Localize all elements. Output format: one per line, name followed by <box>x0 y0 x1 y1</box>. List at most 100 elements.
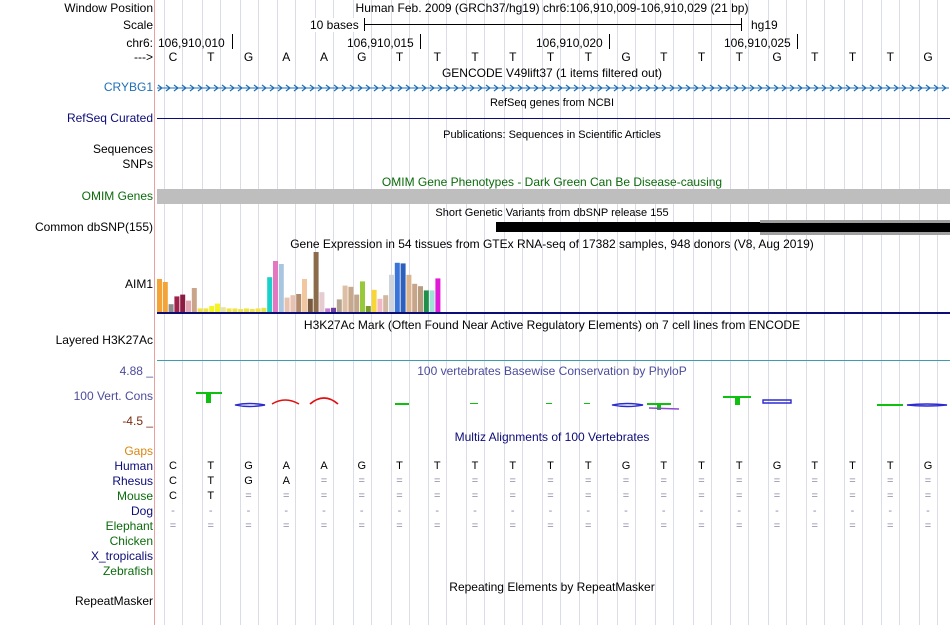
gtex-tissue-bar[interactable] <box>232 308 238 312</box>
alignment-cell: = <box>660 520 667 532</box>
gtex-tissue-bar[interactable] <box>267 277 273 312</box>
gtex-tissue-bar[interactable] <box>342 285 348 312</box>
gtex-tissue-bar[interactable] <box>319 292 325 312</box>
gtex-tissue-bar[interactable] <box>325 308 331 312</box>
dbsnp-label[interactable]: Common dbSNP(155) <box>34 220 153 234</box>
gtex-tissue-bar[interactable] <box>186 300 191 312</box>
species-label[interactable]: Mouse <box>116 489 153 503</box>
gtex-tissue-bar[interactable] <box>371 289 377 312</box>
publications-snps-label[interactable]: SNPs <box>122 157 153 171</box>
gtex-tissue-bar[interactable] <box>244 308 249 312</box>
species-label[interactable]: Dog <box>130 504 153 518</box>
alignment-cell: = <box>471 475 479 487</box>
alignment-cell: T <box>547 460 554 472</box>
coord-tick <box>797 34 798 49</box>
gtex-gene-label[interactable]: AIM1 <box>124 277 153 291</box>
gtex-tissue-bar[interactable] <box>377 298 383 312</box>
gtex-tissue-bar[interactable] <box>238 309 244 312</box>
alignment-cell: T <box>811 460 819 472</box>
gtex-tissue-bar[interactable] <box>423 290 429 312</box>
gtex-tissue-bar[interactable] <box>278 264 284 312</box>
refseq-gene-line[interactable] <box>157 118 950 119</box>
alignment-cell: - <box>661 505 666 517</box>
alignment-cell: = <box>509 475 516 487</box>
gtex-tissue-bar[interactable] <box>191 288 197 312</box>
omim-label[interactable]: OMIM Genes <box>81 189 153 203</box>
gtex-tissue-bar[interactable] <box>273 261 278 312</box>
gtex-tissue-bar[interactable] <box>261 307 267 312</box>
species-label[interactable]: Elephant <box>105 519 153 533</box>
alignment-cell: = <box>509 520 516 532</box>
repeatmasker-label[interactable]: RepeatMasker <box>74 594 153 608</box>
phylop-plot-area[interactable] <box>157 378 950 428</box>
alignment-cell: = <box>811 490 818 502</box>
alignment-cell: = <box>924 520 932 532</box>
gtex-tissue-bar[interactable] <box>313 252 319 312</box>
gencode-gene-label[interactable]: CRYBG1 <box>103 80 153 94</box>
alignment-cell: - <box>246 505 251 517</box>
gtex-tissue-bar[interactable] <box>354 294 360 312</box>
alignment-cell: = <box>547 475 554 487</box>
gtex-tissue-bar[interactable] <box>203 308 209 312</box>
gtex-tissue-bar[interactable] <box>290 295 296 312</box>
gtex-tissue-bar[interactable] <box>435 278 441 312</box>
gtex-tissue-bar[interactable] <box>209 306 215 312</box>
dbsnp-variant-bar[interactable] <box>496 222 950 232</box>
species-label[interactable]: Human <box>114 459 153 473</box>
coord-tick <box>420 34 421 49</box>
base-letter: A <box>282 50 291 64</box>
gtex-tissue-bar[interactable] <box>249 309 255 312</box>
gtex-tissue-bar[interactable] <box>418 286 423 312</box>
gtex-tissue-bar[interactable] <box>365 306 371 312</box>
gtex-tissue-bar[interactable] <box>307 298 313 312</box>
gtex-tissue-bar[interactable] <box>180 294 186 312</box>
gtex-plot-area[interactable] <box>157 252 950 314</box>
gtex-tissue-bar[interactable] <box>429 290 435 312</box>
gtex-tissue-bar[interactable] <box>331 307 336 312</box>
base-letter: G <box>923 50 933 64</box>
phylop-label[interactable]: 100 Vert. Cons <box>73 389 153 403</box>
gtex-tissue-bar[interactable] <box>162 282 168 312</box>
gtex-tissue-bar[interactable] <box>284 297 290 312</box>
species-label[interactable]: Chicken <box>109 534 153 548</box>
gtex-tissue-bar[interactable] <box>348 286 354 312</box>
alignment-cell: = <box>585 520 592 532</box>
gencode-gene-feature[interactable] <box>157 82 949 92</box>
base-letter: T <box>811 50 819 64</box>
gtex-tissue-bar[interactable] <box>406 274 412 312</box>
gtex-tissue-bar[interactable] <box>394 262 400 312</box>
h3k27ac-label[interactable]: Layered H3K27Ac <box>55 333 153 347</box>
gtex-tissue-bar[interactable] <box>174 296 180 312</box>
gtex-tissue-bar[interactable] <box>389 274 394 312</box>
gtex-tissue-bar[interactable] <box>336 299 342 312</box>
alignment-cell: = <box>811 475 818 487</box>
species-label[interactable]: X_tropicalis <box>90 549 153 563</box>
species-label[interactable]: Rhesus <box>112 474 153 488</box>
alignment-cell: = <box>698 475 705 487</box>
gtex-tissue-bar[interactable] <box>255 308 261 312</box>
gtex-tissue-bar[interactable] <box>412 283 418 312</box>
gtex-tissue-bar[interactable] <box>302 279 307 312</box>
gtex-tissue-bar[interactable] <box>383 295 389 312</box>
gtex-tissue-bar[interactable] <box>226 308 232 312</box>
gtex-tissue-bar[interactable] <box>400 263 406 312</box>
alignment-cell: G <box>244 475 253 487</box>
base-letter: G <box>357 50 367 64</box>
dbsnp-variant-bar-gray-lower[interactable] <box>760 232 950 235</box>
gtex-tissue-bar[interactable] <box>157 279 162 312</box>
species-label[interactable]: Zebrafish <box>102 564 153 578</box>
gtex-tissue-bar[interactable] <box>168 304 174 312</box>
refseq-label[interactable]: RefSeq Curated <box>66 111 153 125</box>
alignment-cell: = <box>622 490 630 502</box>
dbsnp-variant-bar-gray[interactable] <box>760 220 950 223</box>
omim-gene-feature[interactable] <box>157 189 950 204</box>
coord-tick-label: 106,910,025 <box>724 36 791 50</box>
gtex-tissue-bar[interactable] <box>296 294 302 312</box>
gtex-tissue-bar[interactable] <box>197 308 203 312</box>
gtex-tissue-bar[interactable] <box>215 303 220 312</box>
gtex-tissue-bar[interactable] <box>360 281 365 312</box>
gtex-tissue-bar[interactable] <box>220 307 226 312</box>
publications-sequences-label[interactable]: Sequences <box>92 142 153 156</box>
multiz-gaps-label[interactable]: Gaps <box>124 444 153 458</box>
